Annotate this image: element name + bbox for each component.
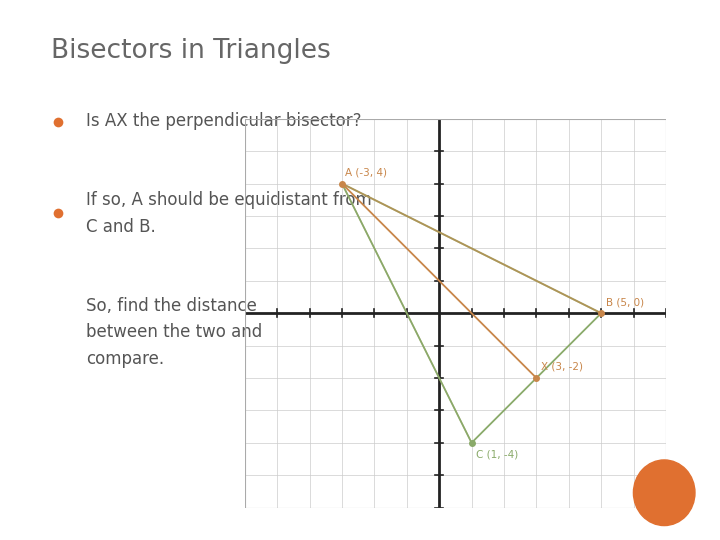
Circle shape <box>634 460 695 525</box>
Text: Bisectors in Triangles: Bisectors in Triangles <box>51 38 330 64</box>
Text: So, find the distance
between the two and
compare.: So, find the distance between the two an… <box>86 296 263 368</box>
Text: A (-3, 4): A (-3, 4) <box>346 167 387 178</box>
Text: X (3, -2): X (3, -2) <box>541 362 583 372</box>
Text: Is AX the perpendicular bisector?: Is AX the perpendicular bisector? <box>86 112 361 131</box>
Text: B (5, 0): B (5, 0) <box>606 297 644 307</box>
Text: If so, A should be equidistant from
C and B.: If so, A should be equidistant from C an… <box>86 191 372 235</box>
Text: C (1, -4): C (1, -4) <box>477 449 518 460</box>
